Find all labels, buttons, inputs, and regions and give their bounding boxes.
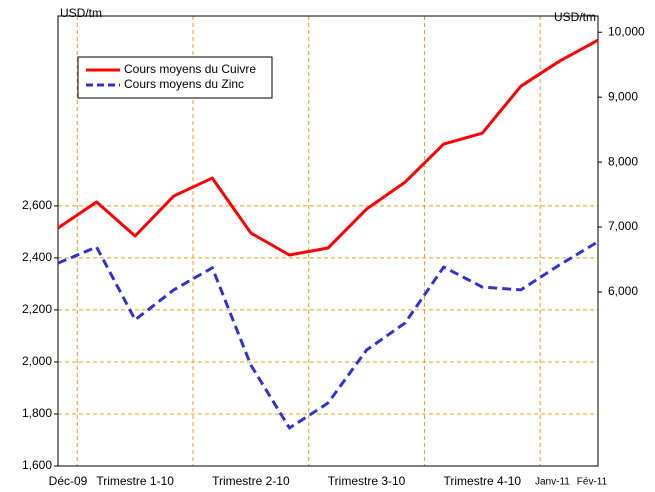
legend-label: Cours moyens du Zinc [124,77,244,91]
y2-tick-label: 8,000 [608,154,638,168]
y2-tick-label: 6,000 [608,284,638,298]
y-tick-label: 1,600 [22,458,52,472]
y-tick-label: 2,000 [22,354,52,368]
x-tick-label: Déc-09 [49,474,88,488]
plot-frame [57,15,599,467]
x-tick-label: Janv-11 [535,477,570,488]
y2-tick-label: 10,000 [608,24,645,38]
y-axis-label: USD/tm [60,6,102,20]
y2-tick-label: 7,000 [608,219,638,233]
line-series [57,38,599,257]
legend-label: Cours moyens du Cuivre [124,62,256,76]
line-series [57,240,599,430]
x-tick-label: Fév-11 [577,477,608,488]
x-tick-label: Trimestre 2-10 [212,474,290,488]
y-tick-label: 1,800 [22,406,52,420]
x-tick-label: Trimestre 3-10 [328,474,406,488]
y-tick-label: 2,200 [22,302,52,316]
x-tick-label: Trimestre 1-10 [96,474,174,488]
y-tick-label: 2,600 [22,198,52,212]
y2-axis-label: USD/tm [554,10,596,24]
x-tick-label: Trimestre 4-10 [443,474,521,488]
legend-box [77,56,273,99]
y-tick-label: 2,400 [22,250,52,264]
y2-tick-label: 9,000 [608,89,638,103]
